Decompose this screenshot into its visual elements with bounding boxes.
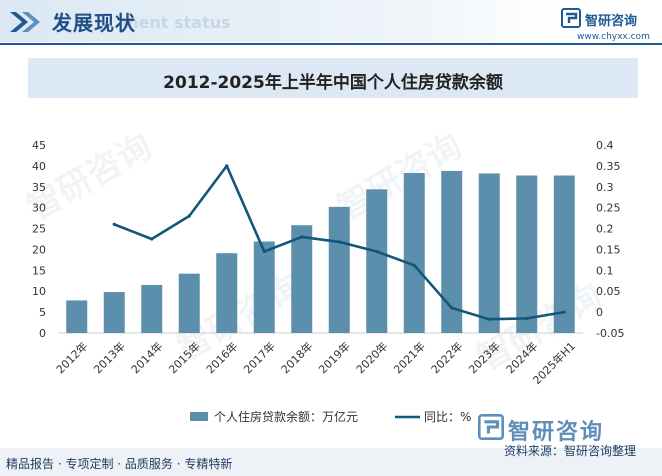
x-axis-tick-label: 2018年 <box>278 339 315 376</box>
left-axis-tick-label: 30 <box>32 202 46 215</box>
bar <box>441 170 463 333</box>
legend-bar-swatch <box>190 412 208 421</box>
bar <box>403 172 425 333</box>
right-axis-tick-label: 0.4 <box>596 139 614 152</box>
line-point <box>112 222 116 226</box>
line-point <box>562 310 566 314</box>
x-axis-tick-label: 2014年 <box>128 339 165 376</box>
bar <box>103 292 125 333</box>
right-axis-tick-label: 0.1 <box>596 264 614 277</box>
line-point <box>187 214 191 218</box>
x-axis-tick-label: 2020年 <box>353 339 390 376</box>
right-axis-tick-label: 0.35 <box>596 160 621 173</box>
line-point <box>525 316 529 320</box>
bar <box>516 175 538 333</box>
brand-logo-text: 智研咨询 <box>585 14 638 29</box>
bar <box>178 273 200 333</box>
line-point <box>450 306 454 310</box>
double-chevron-icon <box>10 12 40 32</box>
header-subtitle: ment status <box>122 13 231 32</box>
left-axis-tick-label: 35 <box>32 181 46 194</box>
bar <box>328 206 350 333</box>
footer-tagline: 精品报告 · 专项定制 · 品质服务 · 专精特新 <box>6 457 233 471</box>
bar <box>478 173 500 333</box>
header-banner <box>0 0 560 42</box>
left-axis-tick-label: 20 <box>32 243 46 256</box>
page-header: ment status 发展现状 智研咨询 www.chyxx.com <box>0 0 662 45</box>
x-axis-tick-label: 2019年 <box>316 339 353 376</box>
x-axis-tick-label: 2017年 <box>241 339 278 376</box>
bar <box>66 300 88 333</box>
footer-logo-text: 智研咨询 <box>508 420 605 445</box>
right-axis-tick-label: 0.3 <box>596 181 614 194</box>
x-axis-tick-label: 2012年 <box>53 339 90 376</box>
line-point <box>337 240 341 244</box>
left-axis-tick-label: 40 <box>32 160 46 173</box>
line-point <box>412 263 416 267</box>
line-point <box>225 164 229 168</box>
chart-title-band: 2012-2025年上半年中国个人住房贷款余额 <box>28 58 638 98</box>
chart-title: 2012-2025年上半年中国个人住房贷款余额 <box>163 73 503 93</box>
right-axis-tick-label: 0.15 <box>596 243 621 256</box>
line-point <box>150 237 154 241</box>
x-axis-tick-label: 2023年 <box>466 339 503 376</box>
brand-url: www.chyxx.com <box>577 32 650 42</box>
left-axis-tick-label: 25 <box>32 223 46 236</box>
right-axis-tick-label: 0.2 <box>596 223 614 236</box>
right-axis-tick-label: 0.05 <box>596 285 621 298</box>
footer-logo-icon <box>478 414 504 440</box>
left-axis-tick-label: 0 <box>39 327 46 340</box>
x-axis-tick-label: 2024年 <box>503 339 540 376</box>
left-axis-tick-label: 15 <box>32 264 46 277</box>
bar <box>366 189 388 333</box>
line-point <box>300 235 304 239</box>
x-axis-tick-label: 2022年 <box>428 339 465 376</box>
line-point <box>375 249 379 254</box>
x-axis-tick-label: 2016年 <box>203 339 240 376</box>
left-axis-tick-label: 5 <box>39 306 46 319</box>
data-source: 资料来源：智研咨询整理 <box>504 444 637 458</box>
legend-line-label: 同比：% <box>424 410 471 424</box>
bar <box>553 175 575 333</box>
right-axis-tick-label: 0 <box>596 306 603 319</box>
x-axis-tick-label: 2013年 <box>91 339 128 376</box>
footer: 精品报告 · 专项定制 · 品质服务 · 专精特新 <box>0 448 662 476</box>
right-axis-tick-label: 0.25 <box>596 202 621 215</box>
page-title: 发展现状 <box>52 11 136 35</box>
line-point <box>487 317 491 321</box>
bar <box>291 225 313 333</box>
header-divider <box>0 43 662 45</box>
legend-bar-label: 个人住房贷款余额：万亿元 <box>214 409 358 424</box>
line-point <box>262 249 266 254</box>
bar <box>253 241 275 333</box>
left-axis-tick-label: 45 <box>32 139 46 152</box>
right-axis-tick-label: -0.05 <box>596 327 624 340</box>
brand-logo-icon <box>561 8 581 28</box>
bar <box>216 253 238 333</box>
bar <box>141 284 163 333</box>
x-axis-tick-label: 2021年 <box>391 339 428 376</box>
left-axis-tick-label: 10 <box>32 285 46 298</box>
x-axis-tick-label: 2015年 <box>166 339 203 376</box>
